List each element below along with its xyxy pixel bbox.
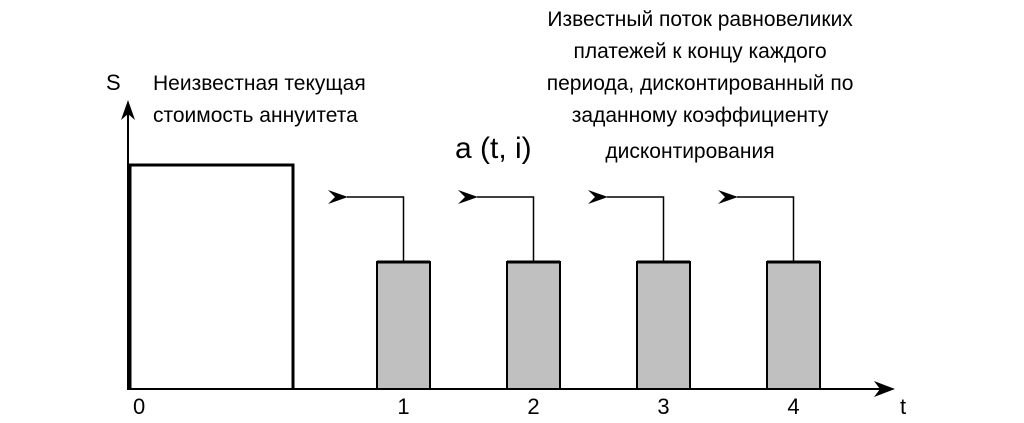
payment-block [636, 261, 691, 390]
present-value-note: Неизвестная текущая стоимость аннуитета [153, 72, 372, 127]
payment-4: 4 [718, 190, 821, 419]
payments-note: Известный поток равновеликих платежей к … [547, 8, 860, 163]
payment-block [376, 261, 431, 390]
present-value-note-line: стоимость аннуитета [153, 104, 358, 127]
payments-layer: 1 2 3 4 [328, 190, 821, 419]
payments-note-line: периода, дисконтированный по [547, 72, 854, 95]
present-value-block [128, 163, 295, 389]
origin-label: 0 [133, 394, 145, 419]
payment-1: 1 [328, 190, 431, 419]
payment-2: 2 [458, 190, 561, 419]
x-tick-label: 3 [657, 394, 669, 419]
payments-note-line: дисконтирования [605, 140, 774, 163]
payment-3: 3 [588, 190, 691, 419]
x-tick-label: 4 [787, 394, 799, 419]
discount-arrow [588, 190, 665, 262]
discount-arrow [458, 190, 535, 262]
y-axis-arrowhead [121, 100, 135, 120]
payments-note-line: платежей к концу каждого [573, 40, 826, 63]
x-axis-label: t [900, 394, 906, 419]
x-tick-label: 1 [397, 394, 409, 419]
y-axis-label: S [106, 70, 121, 95]
payment-block [766, 261, 821, 390]
x-axis-arrowhead [874, 381, 895, 397]
payment-block [506, 261, 561, 390]
payments-note-line: заданному коэффициенту [572, 104, 829, 127]
discount-formula: a (t, i) [455, 132, 532, 165]
payments-note-line: Известный поток равновеликих [547, 8, 853, 31]
discount-arrow [328, 190, 405, 262]
discount-arrow [718, 190, 795, 262]
present-value-note-line: Неизвестная текущая [153, 72, 366, 95]
x-tick-label: 2 [527, 394, 539, 419]
